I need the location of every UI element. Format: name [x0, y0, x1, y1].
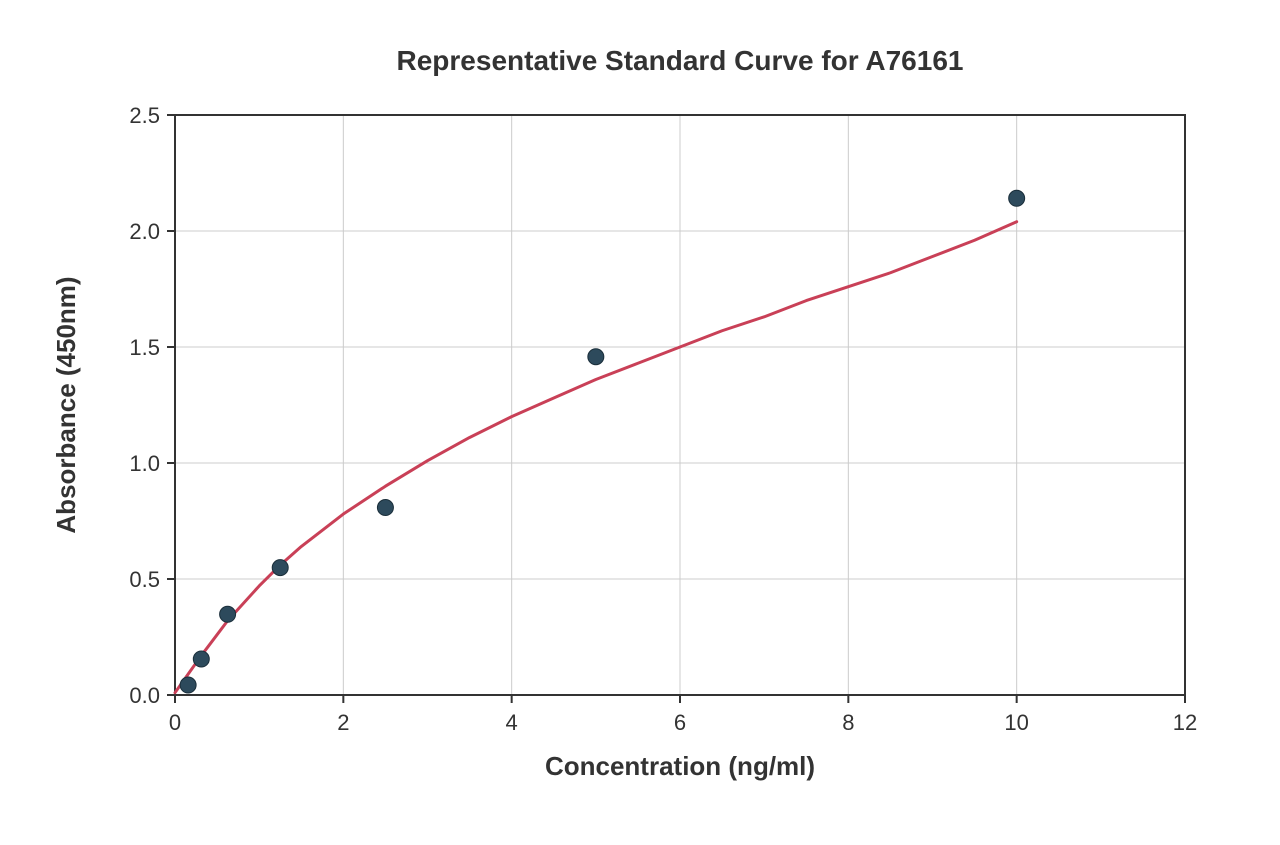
x-tick-label: 4: [506, 710, 518, 735]
data-point: [588, 349, 604, 365]
x-tick-label: 12: [1173, 710, 1197, 735]
data-point: [1009, 190, 1025, 206]
x-tick-label: 6: [674, 710, 686, 735]
x-tick-label: 0: [169, 710, 181, 735]
x-tick-label: 2: [337, 710, 349, 735]
x-tick-label: 8: [842, 710, 854, 735]
data-point: [377, 500, 393, 516]
y-axis-label: Absorbance (450nm): [51, 276, 81, 533]
y-tick-label: 2.5: [129, 103, 160, 128]
y-tick-label: 0.5: [129, 567, 160, 592]
y-tick-label: 1.0: [129, 451, 160, 476]
data-point: [272, 560, 288, 576]
chart-background: [0, 0, 1280, 845]
x-tick-label: 10: [1004, 710, 1028, 735]
chart-container: 0 2 4 6 8 10 12 0.0 0.5 1.0 1.5 2.0 2.5 Representativ…: [0, 0, 1280, 845]
chart-title: Representative Standard Curve for A76161: [397, 45, 964, 76]
y-tick-label: 2.0: [129, 219, 160, 244]
data-point: [220, 606, 236, 622]
x-axis-label: Concentration (ng/ml): [545, 751, 815, 781]
data-point: [193, 651, 209, 667]
y-tick-label: 1.5: [129, 335, 160, 360]
data-point: [180, 677, 196, 693]
standard-curve-chart: 0 2 4 6 8 10 12 0.0 0.5 1.0 1.5 2.0 2.5 Representativ…: [0, 0, 1280, 845]
y-tick-label: 0.0: [129, 683, 160, 708]
